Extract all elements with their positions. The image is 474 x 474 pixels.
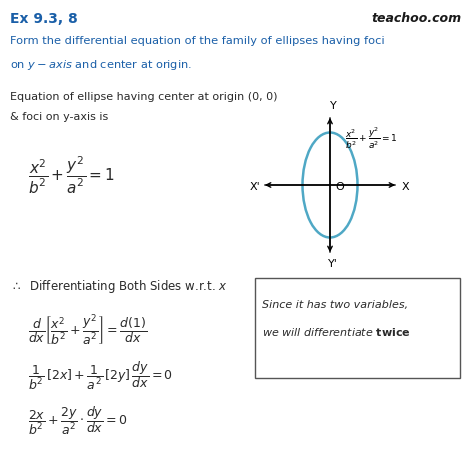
Text: on $y - axis$ and center at origin.: on $y - axis$ and center at origin. [10,58,192,72]
Text: $\dfrac{x^2}{b^2} + \dfrac{y^2}{a^2} = 1$: $\dfrac{x^2}{b^2} + \dfrac{y^2}{a^2} = 1… [345,125,397,151]
Text: Form the differential equation of the family of ellipses having foci: Form the differential equation of the fa… [10,36,384,46]
Text: & foci on y-axis is: & foci on y-axis is [10,112,108,122]
Text: Equation of ellipse having center at origin (0, 0): Equation of ellipse having center at ori… [10,92,277,102]
Text: X': X' [249,182,260,192]
FancyBboxPatch shape [255,278,460,378]
Text: X: X [402,182,410,192]
Text: $\dfrac{d}{dx}\left[\dfrac{x^2}{b^2} + \dfrac{y^2}{a^2}\right] = \dfrac{d(1)}{dx: $\dfrac{d}{dx}\left[\dfrac{x^2}{b^2} + \… [28,312,147,346]
Text: $\therefore$  Differentiating Both Sides w.r.t. $x$: $\therefore$ Differentiating Both Sides … [10,278,228,295]
Text: teachoo.com: teachoo.com [372,12,462,25]
Text: $\dfrac{2x}{b^2} + \dfrac{2y}{a^2} \cdot \dfrac{dy}{dx} = 0$: $\dfrac{2x}{b^2} + \dfrac{2y}{a^2} \cdot… [28,405,128,437]
Text: Since it has two variables,: Since it has two variables, [262,300,408,310]
Text: we will differentiate $\mathbf{twice}$: we will differentiate $\mathbf{twice}$ [262,326,410,338]
Text: O: O [335,182,344,192]
Text: $\dfrac{1}{b^2}\,[2x] + \dfrac{1}{a^2}\,[2y]\,\dfrac{dy}{dx} = 0$: $\dfrac{1}{b^2}\,[2x] + \dfrac{1}{a^2}\,… [28,360,173,392]
Text: Ex 9.3, 8: Ex 9.3, 8 [10,12,78,26]
Text: Y: Y [329,101,337,111]
Text: $\dfrac{x^2}{b^2} + \dfrac{y^2}{a^2} = 1$: $\dfrac{x^2}{b^2} + \dfrac{y^2}{a^2} = 1… [28,155,115,196]
Text: Y': Y' [328,259,338,269]
